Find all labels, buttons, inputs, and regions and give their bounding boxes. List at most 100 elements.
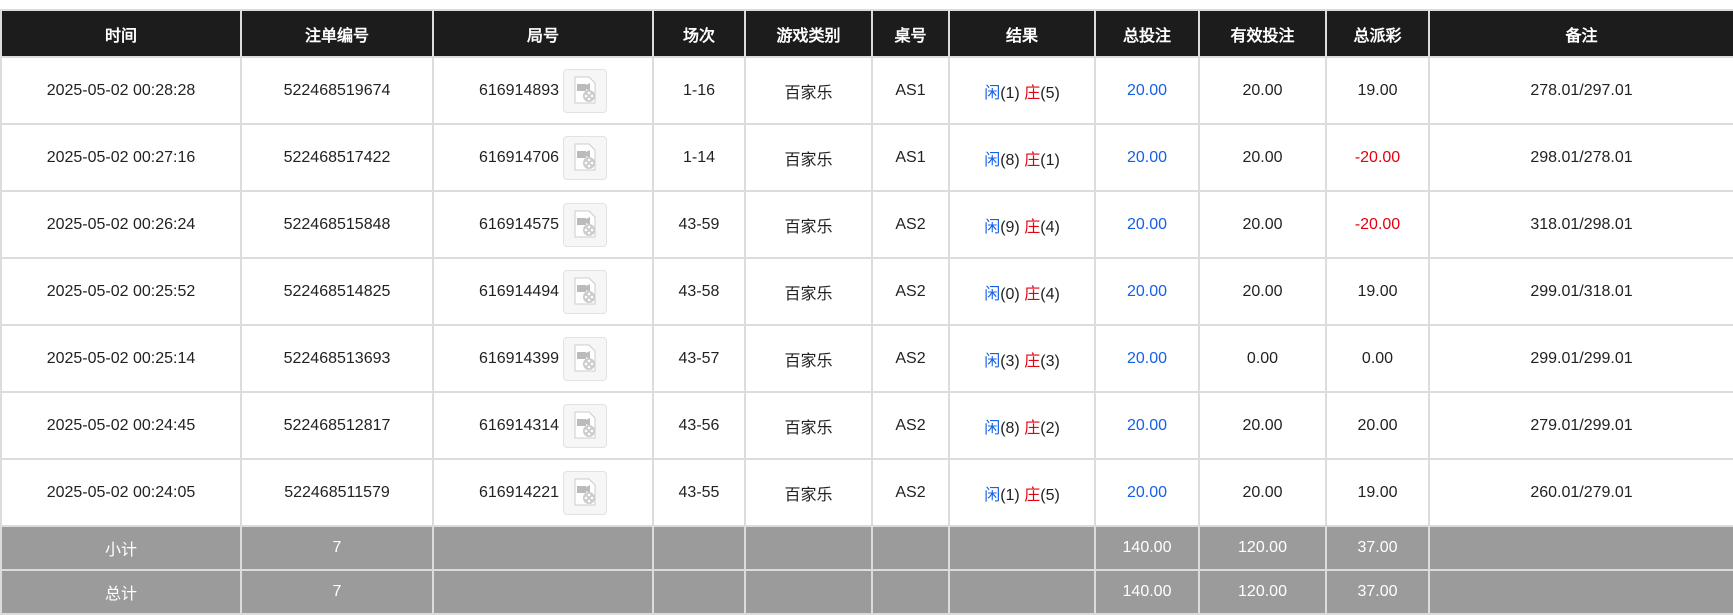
payout-cell: 19.00 (1325, 56, 1430, 125)
banker-score: (1) (1040, 151, 1060, 169)
subtotal-count: 7 (240, 525, 434, 571)
shoe-cell: 1-14 (652, 123, 746, 192)
player-label: 闲 (984, 218, 1001, 236)
empty-cell (432, 569, 654, 615)
result-cell: 闲(8) 庄(1) (948, 123, 1096, 192)
note-cell: 298.01/278.01 (1428, 123, 1733, 192)
bet-id-cell: 522468519674 (240, 56, 434, 125)
time-cell: 2025-05-02 00:26:24 (0, 190, 242, 259)
total-bet-cell: 20.00 (1094, 257, 1200, 326)
empty-cell (652, 569, 746, 615)
total-bet-cell: 20.00 (1094, 391, 1200, 460)
video-replay-icon[interactable] (563, 403, 608, 448)
total-row: 总计 7 140.00 120.00 37.00 (0, 569, 1733, 615)
valid-bet-cell: 20.00 (1198, 391, 1327, 460)
video-replay-icon[interactable] (563, 470, 608, 515)
note-cell: 299.01/299.01 (1428, 324, 1733, 393)
game-type-cell: 百家乐 (744, 391, 873, 460)
round-cell: 616914221 (432, 458, 654, 527)
empty-cell (948, 569, 1096, 615)
round-cell: 616914314 (432, 391, 654, 460)
round-cell: 616914494 (432, 257, 654, 326)
column-header: 局号 (432, 9, 654, 58)
banker-label: 庄 (1024, 84, 1041, 102)
player-label: 闲 (984, 352, 1001, 370)
empty-cell (871, 525, 950, 571)
total-count: 7 (240, 569, 434, 615)
banker-score: (4) (1040, 285, 1060, 303)
shoe-cell: 43-55 (652, 458, 746, 527)
banker-label: 庄 (1024, 151, 1041, 169)
note-cell: 278.01/297.01 (1428, 56, 1733, 125)
round-number: 616914706 (478, 148, 560, 166)
column-header: 时间 (0, 9, 242, 58)
empty-cell (1428, 569, 1733, 615)
total-bet-cell: 20.00 (1094, 56, 1200, 125)
empty-cell (948, 525, 1096, 571)
shoe-cell: 43-59 (652, 190, 746, 259)
column-header: 桌号 (871, 9, 950, 58)
payout-cell: 19.00 (1325, 458, 1430, 527)
round-cell: 616914893 (432, 56, 654, 125)
valid-bet-cell: 20.00 (1198, 56, 1327, 125)
table-row: 2025-05-02 00:27:16 522468517422 616914706… (0, 123, 1733, 192)
result-cell: 闲(8) 庄(2) (948, 391, 1096, 460)
banker-label: 庄 (1024, 218, 1041, 236)
total-total-bet: 140.00 (1094, 569, 1200, 615)
bet-id-cell: 522468513693 (240, 324, 434, 393)
round-number: 616914221 (478, 483, 560, 501)
player-label: 闲 (984, 84, 1001, 102)
player-label: 闲 (984, 151, 1001, 169)
table-row: 2025-05-02 00:25:14 522468513693 616914399… (0, 324, 1733, 393)
payout-cell: 20.00 (1325, 391, 1430, 460)
empty-cell (744, 525, 873, 571)
banker-label: 庄 (1024, 285, 1041, 303)
player-score: (9) (1000, 218, 1020, 236)
valid-bet-cell: 0.00 (1198, 324, 1327, 393)
total-bet-cell: 20.00 (1094, 458, 1200, 527)
banker-score: (2) (1040, 419, 1060, 437)
video-replay-icon[interactable] (563, 336, 608, 381)
bet-records-table: 时间 注单编号 局号 场次 游戏类别 桌号 结果 总投注 有效投注 总派彩 备注 2025-05-0… (0, 9, 1733, 615)
subtotal-total-bet: 140.00 (1094, 525, 1200, 571)
payout-cell: 0.00 (1325, 324, 1430, 393)
round-cell: 616914399 (432, 324, 654, 393)
result-cell: 闲(1) 庄(5) (948, 458, 1096, 527)
video-replay-icon[interactable] (563, 68, 608, 113)
player-score: (8) (1000, 151, 1020, 169)
bet-id-cell: 522468514825 (240, 257, 434, 326)
header-row: 时间 注单编号 局号 场次 游戏类别 桌号 结果 总投注 有效投注 总派彩 备注 (0, 9, 1733, 58)
banker-score: (5) (1040, 84, 1060, 102)
bet-id-cell: 522468511579 (240, 458, 434, 527)
column-header: 有效投注 (1198, 9, 1327, 58)
table-cell: AS1 (871, 123, 950, 192)
time-cell: 2025-05-02 00:25:52 (0, 257, 242, 326)
round-cell: 616914575 (432, 190, 654, 259)
column-header: 结果 (948, 9, 1096, 58)
round-number: 616914494 (478, 282, 560, 300)
game-type-cell: 百家乐 (744, 56, 873, 125)
total-bet-cell: 20.00 (1094, 123, 1200, 192)
empty-cell (1428, 525, 1733, 571)
result-cell: 闲(1) 庄(5) (948, 56, 1096, 125)
video-replay-icon[interactable] (563, 202, 608, 247)
valid-bet-cell: 20.00 (1198, 257, 1327, 326)
banker-label: 庄 (1024, 352, 1041, 370)
total-payout: 37.00 (1325, 569, 1430, 615)
round-number: 616914893 (478, 81, 560, 99)
video-replay-icon[interactable] (563, 269, 608, 314)
column-header: 场次 (652, 9, 746, 58)
time-cell: 2025-05-02 00:28:28 (0, 56, 242, 125)
player-label: 闲 (984, 486, 1001, 504)
subtotal-payout: 37.00 (1325, 525, 1430, 571)
column-header: 游戏类别 (744, 9, 873, 58)
table-cell: AS2 (871, 190, 950, 259)
table-cell: AS1 (871, 56, 950, 125)
subtotal-row: 小计 7 140.00 120.00 37.00 (0, 525, 1733, 571)
column-header: 总投注 (1094, 9, 1200, 58)
player-label: 闲 (984, 285, 1001, 303)
table-cell: AS2 (871, 458, 950, 527)
note-cell: 299.01/318.01 (1428, 257, 1733, 326)
table-row: 2025-05-02 00:25:52 522468514825 616914494… (0, 257, 1733, 326)
video-replay-icon[interactable] (563, 135, 608, 180)
